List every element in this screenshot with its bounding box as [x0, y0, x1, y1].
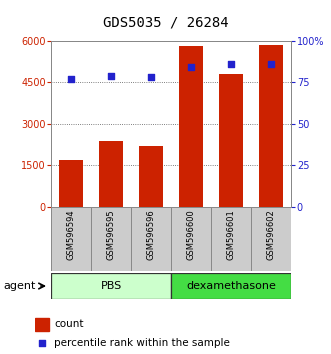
- Point: [149, 74, 154, 80]
- Bar: [131, 207, 171, 271]
- Text: GSM596600: GSM596600: [187, 209, 196, 260]
- Text: agent: agent: [3, 281, 36, 291]
- Point: [69, 76, 74, 82]
- Bar: [179, 46, 203, 207]
- Text: dexamethasone: dexamethasone: [186, 281, 276, 291]
- Bar: [51, 273, 171, 299]
- Text: GSM596601: GSM596601: [227, 209, 236, 260]
- Point: [39, 340, 44, 346]
- Text: GSM596602: GSM596602: [267, 209, 276, 260]
- Bar: [99, 141, 123, 207]
- Bar: [59, 160, 83, 207]
- Bar: [212, 207, 251, 271]
- Point: [269, 61, 274, 67]
- Text: GSM596594: GSM596594: [67, 209, 76, 259]
- Text: GSM596596: GSM596596: [147, 209, 156, 260]
- Bar: [35, 318, 49, 331]
- Text: GSM596595: GSM596595: [107, 209, 116, 259]
- Text: percentile rank within the sample: percentile rank within the sample: [54, 338, 230, 348]
- Point: [109, 73, 114, 79]
- Bar: [171, 207, 211, 271]
- Point: [229, 61, 234, 67]
- Bar: [259, 45, 283, 207]
- Bar: [51, 207, 91, 271]
- Text: PBS: PBS: [101, 281, 122, 291]
- Bar: [251, 207, 291, 271]
- Point: [189, 64, 194, 70]
- Bar: [91, 207, 131, 271]
- Text: count: count: [54, 319, 83, 329]
- Bar: [171, 273, 291, 299]
- Text: GDS5035 / 26284: GDS5035 / 26284: [103, 16, 228, 30]
- Bar: [219, 74, 243, 207]
- Bar: [139, 146, 163, 207]
